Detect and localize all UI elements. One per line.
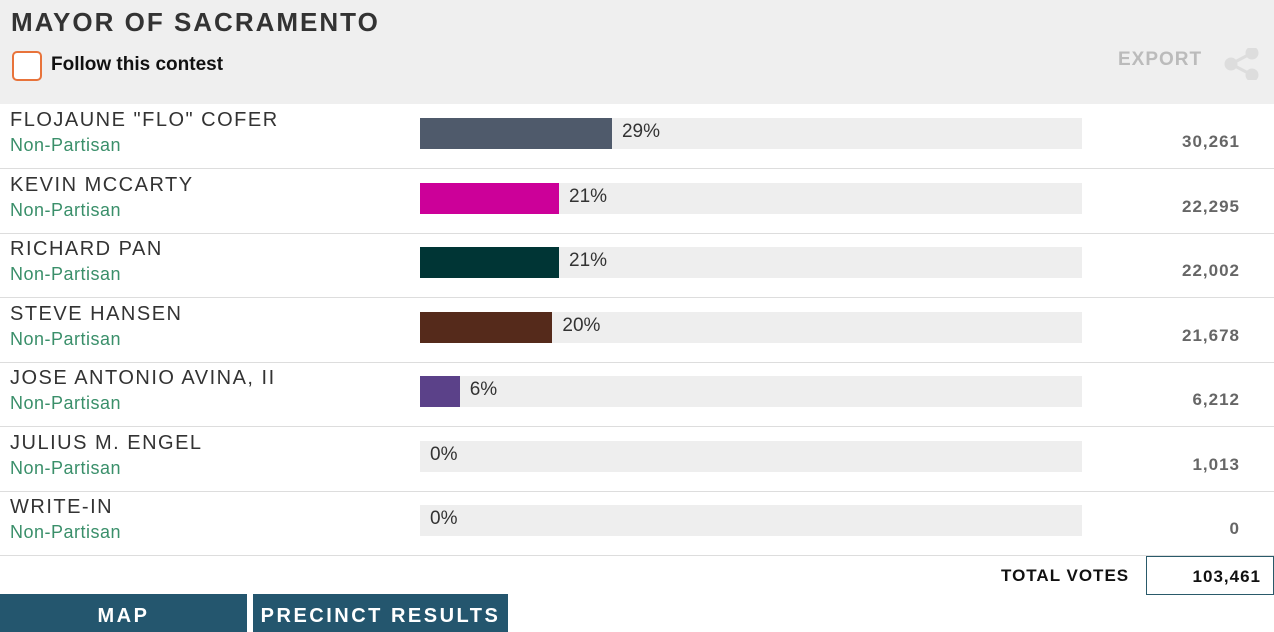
candidate-name: WRITE-IN xyxy=(10,496,114,518)
candidate-name: JOSE ANTONIO AVINA, II xyxy=(10,367,276,389)
contest-title: MAYOR OF SACRAMENTO xyxy=(11,7,380,37)
total-label: TOTAL VOTES xyxy=(1001,566,1130,585)
vote-count: 1,013 xyxy=(1192,454,1240,474)
vote-bar xyxy=(420,118,612,149)
percent-label: 29% xyxy=(621,121,660,142)
candidate-row: KEVIN MCCARTY Non-Partisan 21% 22,295 xyxy=(0,169,1274,234)
percent-label: 0% xyxy=(430,443,458,465)
vote-bar xyxy=(420,311,553,343)
export-button[interactable]: EXPORT xyxy=(1118,49,1203,70)
candidate-party: Non-Partisan xyxy=(10,135,122,155)
vote-bar xyxy=(420,376,460,407)
candidate-party: Non-Partisan xyxy=(10,264,122,284)
vote-bar xyxy=(420,247,560,278)
candidate-row: FLOJAUNE "FLO" COFER Non-Partisan 29% 30,26… xyxy=(0,104,1274,169)
candidate-name: RICHARD PAN xyxy=(10,238,163,260)
header xyxy=(0,0,1274,104)
candidate-name: JULIUS M. ENGEL xyxy=(10,431,203,454)
candidate-name: FLOJAUNE "FLO" COFER xyxy=(10,109,279,131)
candidate-party: Non-Partisan xyxy=(10,457,122,478)
follow-checkbox[interactable] xyxy=(12,51,42,81)
vote-count: 0 xyxy=(1229,519,1240,538)
vote-count: 22,002 xyxy=(1182,261,1240,280)
candidate-row: RICHARD PAN Non-Partisan 21% 22,002 xyxy=(0,233,1274,298)
percent-label: 20% xyxy=(562,314,601,336)
bar-track: 20% xyxy=(420,311,1082,343)
candidate-row: JULIUS M. ENGEL Non-Partisan 0% 1,013 xyxy=(0,427,1274,492)
bar-track: 6% xyxy=(420,376,1082,407)
candidate-row: WRITE-IN Non-Partisan 0% 0 xyxy=(0,491,1274,556)
candidate-row: JOSE ANTONIO AVINA, II Non-Partisan 6% 6,21… xyxy=(0,362,1274,427)
follow-label[interactable]: Follow this contest xyxy=(51,54,224,75)
percent-label: 21% xyxy=(569,250,608,271)
vote-count: 22,295 xyxy=(1182,196,1240,216)
vote-count: 6,212 xyxy=(1192,390,1240,409)
bar-track: 0% xyxy=(420,505,1082,536)
percent-label: 21% xyxy=(569,185,608,207)
candidate-party: Non-Partisan xyxy=(10,328,122,349)
vote-count: 30,261 xyxy=(1182,132,1240,151)
total-value: 103,461 xyxy=(1192,567,1261,586)
precinct-button[interactable]: PRECINCT RESULTS xyxy=(253,594,508,632)
bar-track: 29% xyxy=(420,118,1082,149)
candidate-party: Non-Partisan xyxy=(10,393,122,413)
vote-count: 21,678 xyxy=(1182,325,1240,345)
map-button[interactable]: MAP xyxy=(0,594,247,632)
candidate-name: KEVIN MCCARTY xyxy=(10,173,194,196)
total-box: 103,461 xyxy=(1146,556,1274,595)
bar-track: 21% xyxy=(420,247,1082,278)
vote-bar xyxy=(420,182,560,214)
candidate-name: STEVE HANSEN xyxy=(10,302,183,325)
candidate-row: STEVE HANSEN Non-Partisan 20% 21,678 xyxy=(0,298,1274,363)
percent-label: 0% xyxy=(430,508,458,529)
candidate-party: Non-Partisan xyxy=(10,522,122,542)
candidate-party: Non-Partisan xyxy=(10,199,122,220)
share-icon[interactable] xyxy=(1224,48,1260,80)
percent-label: 6% xyxy=(469,379,498,400)
bar-track: 21% xyxy=(420,182,1082,214)
bar-track: 0% xyxy=(420,440,1082,472)
